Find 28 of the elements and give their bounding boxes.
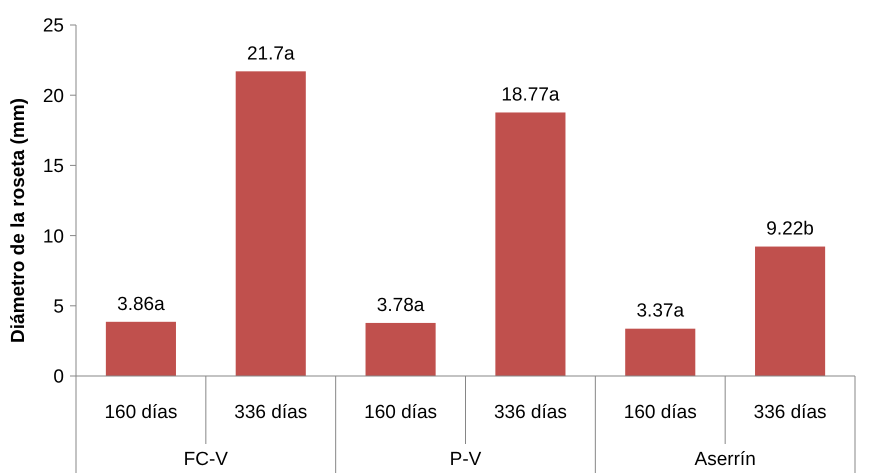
data-label: 3.37a: [636, 300, 684, 322]
x-tick-label: 336 días: [754, 402, 827, 423]
y-tick-label: 20: [42, 86, 64, 107]
text: FC-V: [184, 449, 228, 470]
bar: [366, 322, 436, 376]
bar: [236, 71, 306, 376]
x-tick-label: 336 días: [494, 402, 567, 423]
text: Aserrín: [694, 449, 756, 470]
bar: [755, 246, 826, 376]
y-tick-label: 5: [53, 296, 64, 318]
x-tick-label: 336 días: [234, 402, 308, 423]
data-label: 21.7a: [246, 43, 295, 64]
y-tick-label: 15: [42, 156, 64, 178]
bar: [495, 112, 566, 376]
y-axis-title: Diámetro de la roseta (mm): [8, 98, 29, 343]
data-label: 18.77a: [501, 84, 560, 106]
data-label: 9.22b: [766, 218, 814, 240]
data-label: 3.86a: [117, 294, 166, 315]
y-tick-label: 0: [53, 366, 64, 388]
x-tick-label: 160 días: [624, 402, 697, 423]
data-label: 3.78a: [376, 294, 425, 316]
x-tick-label: 160 días: [364, 402, 438, 423]
bar: [106, 322, 176, 376]
y-tick-label: 10: [42, 226, 64, 248]
bar: [625, 328, 696, 376]
y-tick-label: 25: [42, 16, 64, 37]
text: P-V: [450, 449, 482, 470]
x-tick-label: 160 días: [104, 402, 178, 423]
